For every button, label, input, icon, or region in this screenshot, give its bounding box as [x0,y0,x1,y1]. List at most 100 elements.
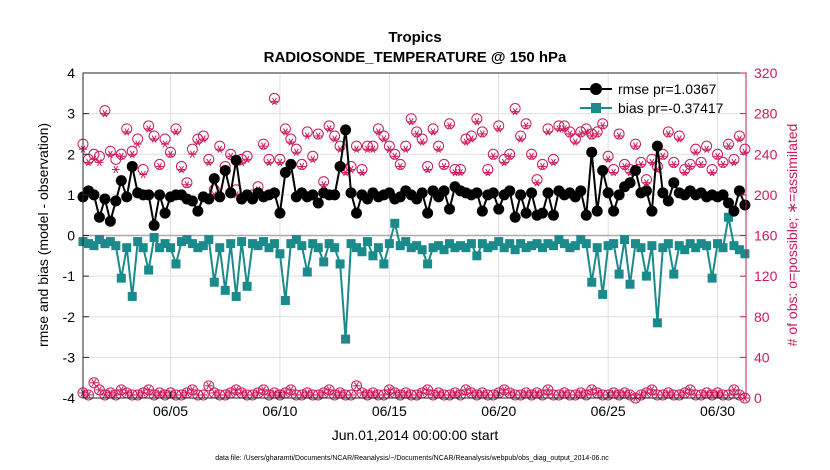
obs-possible-point [268,92,280,104]
star-stroke [200,391,206,399]
obs-assimilated-low-point [188,386,197,394]
bias-point [614,269,624,279]
obs-assimilated-point [292,148,301,156]
rmse-point [640,185,652,197]
star-stroke [644,389,649,397]
obs-assimilated-low-point [84,391,93,399]
obs-assimilated-low-point [221,391,230,399]
obs-possible-low-point [312,389,324,401]
bias-point [598,289,608,299]
bias-point [138,243,148,253]
rmse-point [121,191,133,203]
star-stroke [447,122,452,130]
obs-assimilated-point [357,168,366,177]
star-stroke [375,128,381,136]
star-stroke [228,152,234,160]
star-stroke [556,391,562,399]
y-axis-right-label: # of obs: o=possible; ∗=assimilated [784,124,800,347]
bias-point [231,291,241,301]
obs-assimilated-point [303,132,312,140]
obs-possible-point [214,140,226,152]
star-stroke [386,145,392,153]
bias-point [466,239,476,249]
star-stroke [239,158,245,167]
star-stroke [102,109,108,118]
obs-possible-point [668,156,680,168]
obs-assimilated-point [286,138,295,146]
obs-assimilated-point [440,162,449,171]
obs-assimilated-point [150,135,159,143]
obs-possible-low-point [624,389,636,401]
bias-point [149,233,159,243]
rmse-point [547,209,559,221]
star-stroke [321,181,327,189]
obs-possible-point [115,148,127,160]
obs-assimilated-point [84,158,93,167]
obs-assimilated-low-point [106,389,115,397]
obs-possible-point [706,163,718,175]
obs-possible-point [165,146,177,158]
obs-assimilated-low-point [144,386,153,394]
obs-assimilated-point [89,155,98,164]
rmse-point [728,205,740,217]
x-tick-label: 06/05 [153,403,188,419]
obs-assimilated-point [139,170,148,179]
obs-assimilated-low-point [434,389,443,397]
obs-possible-point [493,120,505,132]
obs-assimilated-low-point [204,382,213,390]
rmse-point [208,173,220,185]
star-stroke [293,148,299,156]
star-stroke [720,160,726,169]
bias-point [669,269,679,279]
obs-assimilated-low-point [259,386,268,394]
bias-point [631,239,640,249]
obs-possible-point [591,126,603,138]
obs-assimilated-low-point [620,389,629,397]
obs-assimilated-low-point [232,386,241,394]
obs-assimilated-point [144,125,153,133]
obs-assimilated-low-point [423,386,432,394]
obs-assimilated-point [686,162,695,171]
obs-assimilated-low-point [418,389,427,397]
star-stroke [315,391,321,399]
obs-possible-point [351,140,363,152]
star-stroke [282,128,288,136]
rmse-point [143,189,155,201]
obs-assimilated-point [669,160,678,169]
star-stroke [414,130,420,138]
obs-assimilated-point [368,145,377,153]
star-stroke [129,150,135,158]
star-stroke [107,150,113,158]
rmse-point [630,165,641,176]
star-stroke [616,132,622,140]
star-stroke [326,125,332,133]
obs-possible-point [509,103,521,115]
rmse-point [340,124,352,136]
obs-possible-low-point [115,384,127,396]
rmse-point [104,215,116,227]
star-stroke [206,382,212,390]
obs-possible-low-point [247,389,259,401]
star-stroke [687,162,693,171]
x-tick-label: 06/20 [481,403,516,419]
bias-point [696,239,706,249]
obs-assimilated-point [270,97,279,106]
obs-assimilated-point [423,165,432,174]
obs-assimilated-point [680,168,689,177]
star-stroke [605,155,611,164]
rmse-point [668,177,680,189]
obs-assimilated-low-point [680,389,689,397]
bias-point [554,235,564,245]
obs-assimilated-low-point [226,389,235,397]
y-left-tick-label: -2 [63,309,76,325]
obs-assimilated-point [609,168,618,177]
obs-possible-low-point [657,389,669,401]
obs-assimilated-low-point [500,386,509,394]
rmse-point [148,219,160,231]
obs-assimilated-low-point [379,391,388,399]
star-stroke [288,386,294,394]
rmse-point [110,195,122,207]
obs-assimilated-point [429,128,438,136]
star-stroke [321,389,327,397]
obs-assimilated-point [522,122,531,130]
